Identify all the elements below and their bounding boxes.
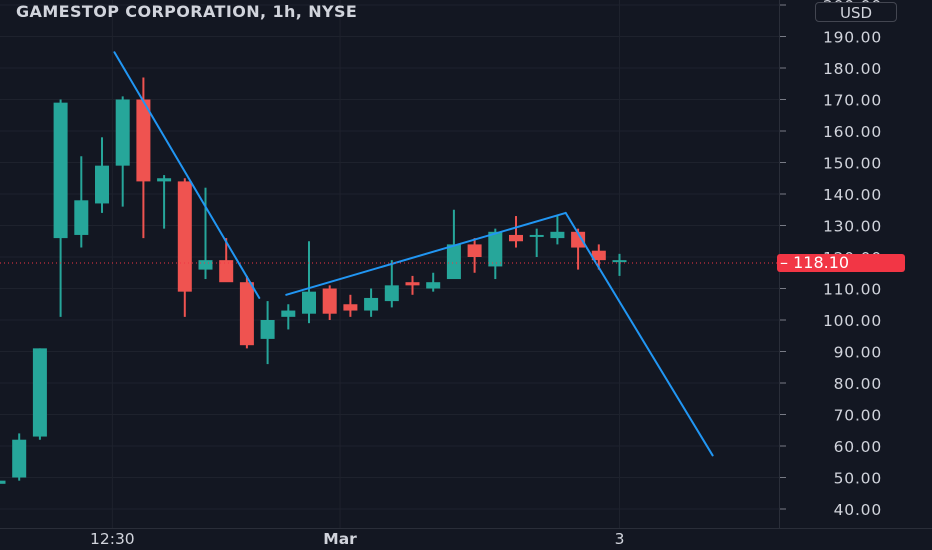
price-tick-label: 100.00 (823, 312, 882, 330)
candle[interactable] (281, 304, 296, 330)
candle[interactable] (302, 241, 316, 324)
candle[interactable] (612, 253, 627, 276)
candle-body[interactable] (343, 304, 358, 311)
candle[interactable] (509, 216, 523, 248)
price-tick-label: 190.00 (823, 29, 882, 47)
time-axis[interactable]: 12:30 Mar 3 (90, 530, 624, 548)
candle-body[interactable] (571, 231, 586, 248)
candle-body[interactable] (322, 288, 337, 314)
price-tick-label: 130.00 (823, 218, 882, 236)
candle-body[interactable] (467, 244, 482, 257)
candle[interactable] (529, 228, 544, 257)
trendline[interactable] (285, 211, 567, 296)
candle-body[interactable] (198, 260, 213, 270)
candle[interactable] (571, 228, 586, 270)
candle[interactable] (239, 275, 254, 349)
candle[interactable] (426, 272, 441, 292)
candle[interactable] (177, 178, 192, 317)
candle[interactable] (53, 99, 68, 317)
candle[interactable] (322, 285, 337, 320)
candle-body[interactable] (364, 297, 379, 311)
candle[interactable] (364, 288, 379, 317)
candle[interactable] (136, 77, 151, 239)
candle[interactable] (74, 156, 89, 248)
candle[interactable] (467, 238, 482, 273)
candle-body[interactable] (12, 439, 27, 478)
candle[interactable] (343, 294, 358, 317)
candle-body[interactable] (612, 260, 627, 263)
price-tick-label: 80.00 (834, 375, 882, 393)
candle-body[interactable] (95, 165, 109, 204)
candle-body[interactable] (239, 282, 254, 346)
candle-body[interactable] (53, 102, 68, 239)
candle[interactable] (0, 480, 6, 486)
last-price-dash: – (780, 253, 788, 272)
candle[interactable] (488, 228, 503, 280)
candle-body[interactable] (74, 200, 89, 235)
candle[interactable] (591, 244, 606, 270)
candle[interactable] (384, 260, 399, 308)
price-tick-label: 150.00 (823, 155, 882, 173)
candle[interactable] (198, 187, 213, 280)
candle[interactable] (446, 209, 461, 280)
candle-body[interactable] (260, 320, 275, 339)
candle[interactable] (260, 301, 275, 365)
candle-body[interactable] (115, 99, 130, 166)
candle-body[interactable] (302, 291, 316, 314)
candle[interactable] (32, 348, 47, 440)
price-tick-label: 70.00 (834, 407, 882, 425)
candle-body[interactable] (529, 234, 544, 237)
candle-body[interactable] (591, 250, 606, 261)
candle-body[interactable] (488, 231, 503, 267)
candle-body[interactable] (426, 282, 441, 289)
price-tick-label: 90.00 (834, 344, 882, 362)
candle-body[interactable] (550, 231, 565, 239)
trendline[interactable] (564, 211, 714, 457)
price-tick-label: 40.00 (834, 501, 882, 519)
candle[interactable] (95, 137, 109, 213)
time-tick-label: Mar (323, 530, 357, 548)
candle-body[interactable] (446, 244, 461, 280)
last-price-label: – 118.10 (777, 254, 905, 272)
candle-body[interactable] (136, 99, 151, 182)
candle-body[interactable] (384, 285, 399, 302)
symbol-title: GAMESTOP CORPORATION, 1h, NYSE (16, 2, 358, 21)
candle-body[interactable] (177, 181, 192, 292)
candle[interactable] (219, 238, 234, 283)
price-tick-label: 160.00 (823, 123, 882, 141)
candle-body[interactable] (509, 234, 523, 242)
price-tick-label: 170.00 (823, 92, 882, 110)
price-tick-label: 60.00 (834, 438, 882, 456)
time-tick-label: 12:30 (90, 530, 135, 548)
candle[interactable] (115, 96, 130, 207)
candle[interactable] (12, 433, 27, 481)
price-tick-label: 110.00 (823, 281, 882, 299)
last-price-value: 118.10 (793, 253, 850, 272)
time-tick-label: 3 (615, 530, 625, 548)
candle-body[interactable] (32, 348, 47, 437)
candle-body[interactable] (157, 178, 172, 182)
candle-body[interactable] (405, 282, 420, 286)
price-tick-label: 180.00 (823, 60, 882, 78)
candles[interactable] (0, 77, 627, 485)
candle[interactable] (157, 175, 172, 229)
price-tick-label: 140.00 (823, 186, 882, 204)
candle[interactable] (550, 216, 565, 245)
candle-body[interactable] (281, 310, 296, 317)
candle-body[interactable] (0, 480, 6, 484)
price-tick-label: 50.00 (834, 470, 882, 488)
candle-body[interactable] (219, 260, 234, 283)
currency-badge[interactable]: USD (815, 2, 897, 22)
candle[interactable] (405, 275, 420, 295)
trendline[interactable] (113, 51, 261, 299)
trendlines[interactable] (113, 51, 714, 457)
grid-lines (0, 0, 779, 528)
